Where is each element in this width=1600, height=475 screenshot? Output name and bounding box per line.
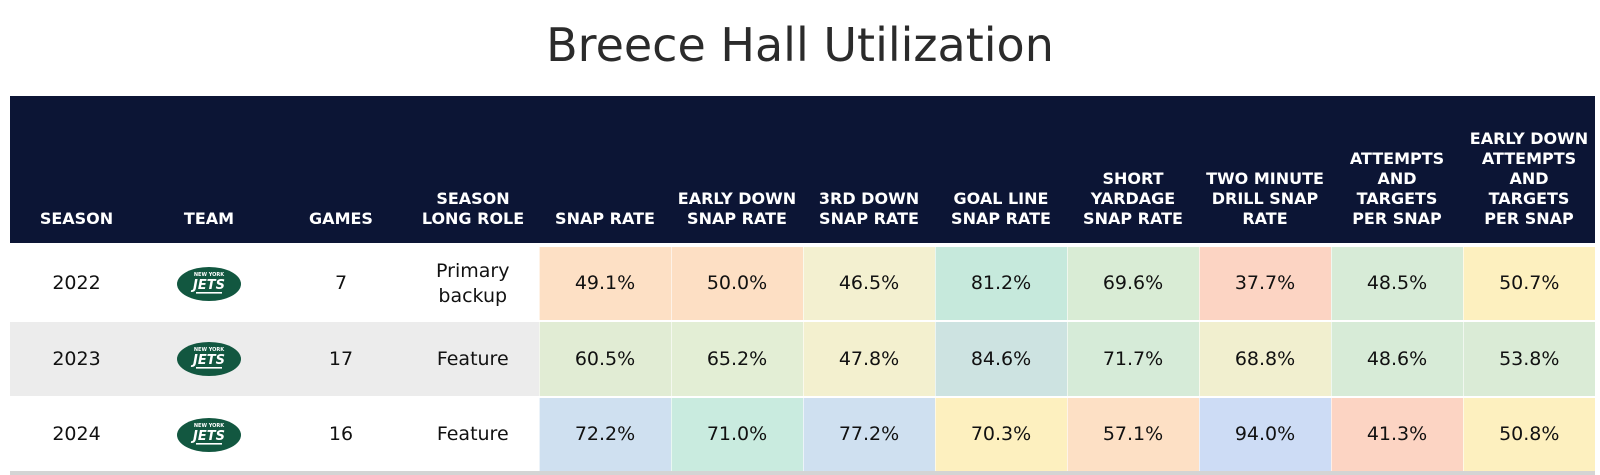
team-cell: NEW YORK JETS — [143, 397, 275, 475]
header-season-long-role: SEASON LONG ROLE — [421, 189, 525, 228]
team-cell: NEW YORK JETS — [143, 321, 275, 398]
svg-text:JETS: JETS — [190, 353, 225, 368]
svg-text:NEW YORK: NEW YORK — [194, 272, 225, 278]
header-early-down-snap-rate: EARLY DOWN SNAP RATE — [677, 189, 797, 228]
attempts-targets-per-snap-cell: 48.5% — [1330, 243, 1463, 322]
role-cell: Feature — [407, 397, 539, 475]
header-goal-line-snap-rate: GOAL LINE SNAP RATE — [951, 189, 1051, 228]
short-yardage-snap-rate-cell: 57.1% — [1066, 397, 1199, 475]
svg-text:NEW YORK: NEW YORK — [194, 347, 225, 353]
new-york-jets-logo-icon: NEW YORK JETS — [176, 417, 242, 453]
early-down-attempts-targets-per-snap-cell: 50.7% — [1462, 243, 1595, 322]
attempts-targets-per-snap-cell: 41.3% — [1330, 397, 1463, 475]
header-early-down-attempts-targets-per-snap: EARLY DOWN ATTEMPTS AND TARGETS PER SNAP — [1469, 129, 1589, 228]
snap-rate-cell: 72.2% — [538, 397, 671, 475]
early-down-snap-rate-cell: 65.2% — [670, 321, 803, 398]
svg-text:JETS: JETS — [190, 278, 225, 293]
short-yardage-snap-rate-cell: 71.7% — [1066, 321, 1199, 398]
third-down-snap-rate-cell: 46.5% — [802, 243, 935, 322]
games-cell: 16 — [275, 397, 407, 475]
new-york-jets-logo-icon: NEW YORK JETS — [176, 341, 242, 377]
table-row: 2023 NEW YORK JETS 17 Feature 60.5% 65.2%… — [10, 321, 1595, 398]
table-row: 2024 NEW YORK JETS 16 Feature 72.2% 71.0%… — [10, 397, 1595, 475]
third-down-snap-rate-cell: 77.2% — [802, 397, 935, 475]
short-yardage-snap-rate-cell: 69.6% — [1066, 243, 1199, 322]
early-down-snap-rate-cell: 71.0% — [670, 397, 803, 475]
header-row: SEASON TEAM GAMES SEASON LONG ROLE SNAP … — [10, 96, 1595, 245]
snap-rate-cell: 60.5% — [538, 321, 671, 398]
two-minute-drill-snap-rate-cell: 37.7% — [1198, 243, 1331, 322]
svg-text:JETS: JETS — [190, 429, 225, 444]
attempts-targets-per-snap-cell: 48.6% — [1330, 321, 1463, 398]
page-title: Breece Hall Utilization — [546, 18, 1054, 72]
season-cell: 2023 — [10, 321, 143, 398]
role-cell: Feature — [407, 321, 539, 398]
early-down-snap-rate-cell: 50.0% — [670, 243, 803, 322]
header-third-down-snap-rate: 3RD DOWN SNAP RATE — [818, 189, 920, 228]
header-short-yardage-snap-rate: SHORT YARDAGE SNAP RATE — [1083, 169, 1183, 228]
early-down-attempts-targets-per-snap-cell: 53.8% — [1462, 321, 1595, 398]
role-cell: Primary backup — [407, 243, 539, 322]
utilization-table-container: SEASON TEAM GAMES SEASON LONG ROLE SNAP … — [10, 96, 1595, 475]
header-snap-rate: SNAP RATE — [555, 209, 655, 228]
early-down-attempts-targets-per-snap-cell: 50.8% — [1462, 397, 1595, 475]
header-two-minute-drill-snap-rate: TWO MINUTE DRILL SNAP RATE — [1206, 169, 1324, 228]
header-games: GAMES — [309, 209, 373, 228]
header-season: SEASON — [39, 209, 114, 228]
new-york-jets-logo-icon: NEW YORK JETS — [176, 266, 242, 302]
two-minute-drill-snap-rate-cell: 94.0% — [1198, 397, 1331, 475]
season-cell: 2024 — [10, 397, 143, 475]
games-cell: 17 — [275, 321, 407, 398]
header-attempts-targets-per-snap: ATTEMPTS AND TARGETS PER SNAP — [1349, 149, 1445, 228]
season-cell: 2022 — [10, 243, 143, 322]
table-row: 2022 NEW YORK JETS 7 Primary backup 49.1%… — [10, 243, 1595, 322]
team-cell: NEW YORK JETS — [143, 243, 275, 322]
two-minute-drill-snap-rate-cell: 68.8% — [1198, 321, 1331, 398]
snap-rate-cell: 49.1% — [538, 243, 671, 322]
goal-line-snap-rate-cell: 70.3% — [934, 397, 1067, 475]
third-down-snap-rate-cell: 47.8% — [802, 321, 935, 398]
goal-line-snap-rate-cell: 84.6% — [934, 321, 1067, 398]
header-team: TEAM — [183, 209, 235, 228]
svg-text:NEW YORK: NEW YORK — [194, 423, 225, 429]
utilization-table: SEASON TEAM GAMES SEASON LONG ROLE SNAP … — [10, 96, 1595, 475]
games-cell: 7 — [275, 243, 407, 322]
goal-line-snap-rate-cell: 81.2% — [934, 243, 1067, 322]
